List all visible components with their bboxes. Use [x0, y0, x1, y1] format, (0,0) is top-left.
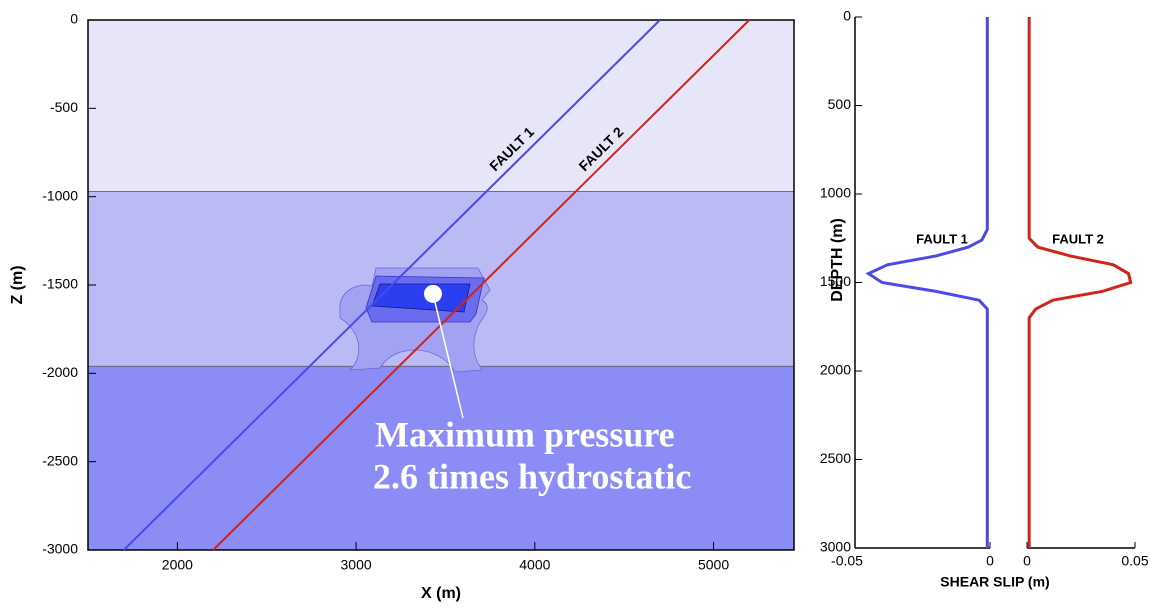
y-tick-label: -1000 — [42, 187, 78, 203]
y-tick-label: -2000 — [42, 364, 78, 380]
y-tick-label: 1000 — [820, 185, 851, 201]
y-axis-label: Z (m) — [9, 265, 26, 304]
y-tick-label: 0 — [70, 11, 78, 27]
x-tick-label: 3000 — [341, 557, 372, 573]
slip-line — [865, 17, 989, 548]
y-tick-label: 2000 — [820, 362, 851, 378]
annotation-pointer — [432, 293, 464, 419]
annotation: 2.6 times hydrostatic — [373, 456, 691, 496]
slip-line — [1027, 17, 1133, 548]
annotation: Maximum pressure — [375, 414, 675, 454]
series-label: FAULT 1 — [916, 231, 968, 246]
fault-line — [212, 19, 751, 551]
y-tick-label: 1500 — [820, 273, 851, 289]
y-tick-label: 0 — [843, 8, 851, 24]
y-tick-label: 3000 — [820, 539, 851, 555]
x-tick-label: 0 — [986, 553, 994, 569]
y-tick-label: 2500 — [820, 450, 851, 466]
y-axis-label: DEPTH (m) — [829, 218, 846, 302]
x-tick-label: 2000 — [162, 557, 193, 573]
x-axis-label: SHEAR SLIP (m) — [940, 574, 1049, 590]
x-tick-label: 0.05 — [1121, 553, 1148, 569]
x-axis-label: X (m) — [421, 585, 461, 602]
fault-line — [123, 19, 661, 551]
y-tick-label: -1500 — [42, 276, 78, 292]
max-pressure-point — [423, 284, 442, 303]
layer — [88, 20, 794, 192]
y-tick-label: -2500 — [42, 452, 78, 468]
y-tick-label: -3000 — [42, 541, 78, 557]
pressure-contours — [339, 267, 491, 373]
series-label: FAULT 2 — [1052, 231, 1104, 246]
x-tick-label: -0.05 — [831, 553, 863, 569]
y-tick-label: -500 — [50, 99, 78, 115]
layer — [88, 366, 794, 550]
contour-core — [371, 283, 471, 313]
x-tick-label: 4000 — [519, 557, 550, 573]
y-tick-label: 500 — [828, 96, 852, 112]
x-tick-label: 0 — [1023, 553, 1031, 569]
x-tick-label: 5000 — [698, 557, 729, 573]
